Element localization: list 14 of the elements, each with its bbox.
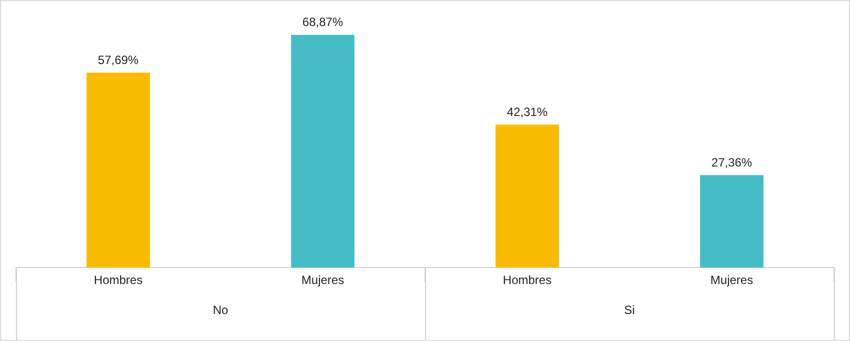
bar: [291, 34, 354, 268]
data-label: 27,36%: [711, 155, 752, 170]
text: Hombres: [502, 272, 552, 287]
data-label: 42,31%: [506, 104, 548, 119]
data-label: 57,69%: [98, 52, 139, 67]
x-tick-label: No: [212, 303, 228, 318]
bar: [86, 72, 150, 268]
text: Mujeres: [710, 272, 754, 287]
x-tick-label: Si: [624, 303, 635, 318]
series-label: Hombres: [94, 272, 143, 287]
bar: [496, 124, 559, 268]
bar: [700, 175, 764, 268]
series-label: Mujeres: [301, 272, 344, 287]
data-label: 68,87%: [302, 15, 344, 30]
